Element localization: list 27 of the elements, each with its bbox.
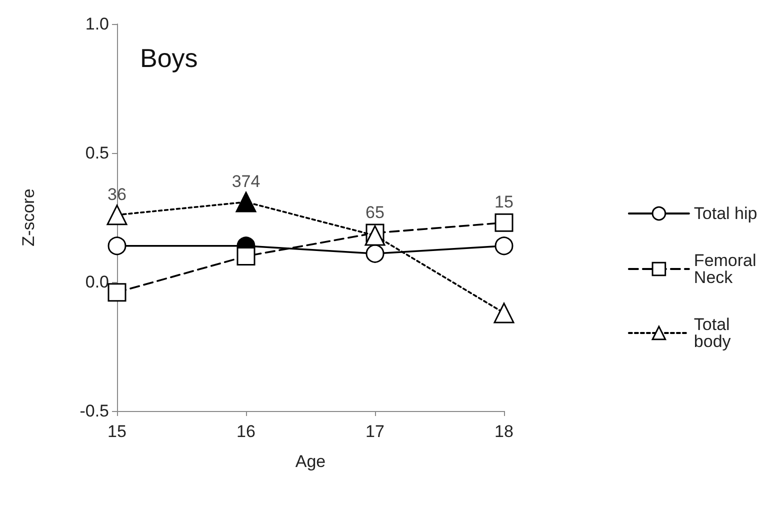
point [236, 192, 256, 212]
legend-label: Total body [694, 315, 735, 351]
legend-label: Total hip [694, 204, 758, 223]
x-tick-label: 16 [236, 422, 256, 441]
y-tick-label: 0.0 [85, 272, 109, 292]
point [494, 236, 514, 256]
y-tick-label: -0.5 [80, 402, 109, 420]
x-axis-title: Age [295, 452, 326, 471]
y-tick-label: 1.0 [85, 14, 109, 34]
annotation: 374 [232, 172, 260, 192]
legend-label: Femoral Neck [694, 251, 762, 287]
x-tick-label: 15 [108, 422, 126, 441]
point [108, 236, 126, 256]
point [106, 204, 128, 226]
y-tick-label: 0.5 [85, 144, 109, 162]
point [364, 225, 386, 246]
annotation: 65 [366, 202, 384, 222]
point [236, 246, 256, 266]
y-axis-title: Z-score [19, 188, 38, 246]
x-tick-label: 17 [366, 422, 384, 441]
text: Boys [140, 43, 198, 73]
point [366, 244, 384, 263]
point [108, 283, 126, 302]
point [494, 302, 514, 324]
point [494, 213, 514, 232]
x-tick-label: 18 [494, 422, 514, 441]
annotation: 15 [494, 192, 514, 212]
